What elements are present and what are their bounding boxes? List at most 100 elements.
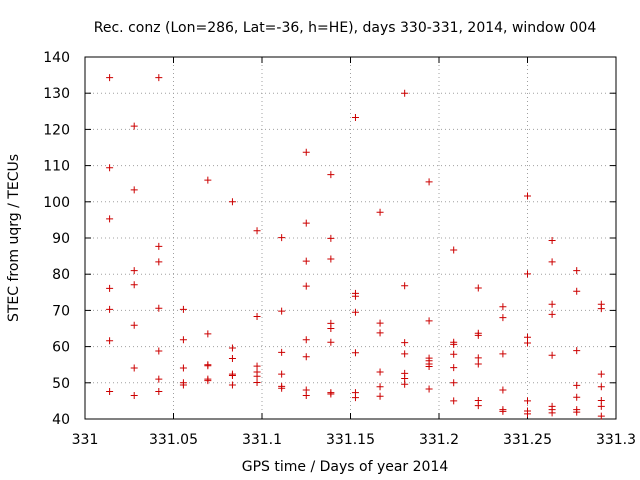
data-point [401,350,409,358]
data-point [425,385,433,393]
data-point [228,372,236,380]
data-point [302,148,310,156]
data-point [106,74,114,82]
data-point [179,364,187,372]
data-point [253,378,261,386]
data-point [450,397,458,405]
data-point [106,337,114,345]
data-point [548,300,556,308]
data-point [376,208,384,216]
data-point [278,348,286,356]
data-point [450,379,458,387]
data-point [155,375,163,383]
data-point [548,351,556,359]
data-point [204,362,212,370]
data-point [376,319,384,327]
data-point [327,171,335,179]
x-tick-label: 331.25 [503,432,552,448]
data-point [499,386,507,394]
data-point [351,394,359,402]
x-axis-tick-labels: 331 331.05 331.1 331.15 331.2 331.25 331.3 [72,432,636,448]
data-point [179,305,187,313]
data-point [228,381,236,389]
data-point [155,347,163,355]
chart-title: Rec. conz (Lon=286, Lat=-36, h=HE), days… [94,20,597,36]
y-tick-label: 130 [43,86,70,102]
y-tick-label: 110 [43,159,70,175]
data-point [327,390,335,398]
y-axis-label: STEC from uqrg / TECUs [6,154,22,322]
data-point [401,339,409,347]
x-tick-label: 331.2 [419,432,459,448]
y-tick-label: 40 [52,412,70,428]
x-tick-label: 331.15 [326,432,375,448]
data-point [548,237,556,245]
data-point [548,258,556,266]
data-point [179,381,187,389]
data-point [474,360,482,368]
data-point [253,313,261,321]
data-point [253,227,261,235]
y-tick-label: 70 [52,303,70,319]
data-point [228,355,236,363]
data-point [302,391,310,399]
data-point [327,255,335,263]
data-point [450,364,458,372]
data-point [524,397,531,405]
data-point [597,370,605,378]
data-point [106,164,114,172]
data-point [573,381,581,389]
data-point [573,267,581,275]
x-tick-label: 331.1 [242,432,282,448]
data-point [573,347,581,355]
data-point [106,305,114,313]
data-point [278,384,286,392]
data-point [499,303,507,311]
x-tick-label: 331.05 [149,432,198,448]
data-point [401,282,409,290]
data-point [155,74,163,82]
data-point [106,284,114,292]
data-point [327,338,335,346]
data-point [450,350,458,358]
axis-ticks [84,56,617,420]
data-point [573,287,581,295]
data-point [302,219,310,227]
data-point [302,353,310,361]
data-point [204,377,212,385]
data-point [155,258,163,266]
y-tick-label: 140 [43,50,70,66]
data-point [499,314,507,322]
data-point [253,372,261,380]
y-tick-label: 80 [52,267,70,283]
data-point [499,407,507,415]
x-axis-label: GPS time / Days of year 2014 [242,459,449,475]
data-point [351,349,359,357]
data-point [376,329,384,337]
data-point [401,89,409,97]
data-point [573,393,581,401]
data-point [327,325,335,332]
data-point [376,368,384,376]
y-tick-label: 50 [52,376,70,392]
data-point [204,330,212,338]
data-point [351,113,359,121]
y-tick-label: 100 [43,195,70,211]
data-point [401,380,409,388]
data-point [155,242,163,250]
data-point [302,257,310,265]
data-point [524,410,531,418]
data-point [278,234,286,242]
data-point [450,340,458,348]
data-point [130,321,138,329]
data-point [130,186,138,194]
y-axis-tick-labels: 40 50 60 70 80 90 100 110 120 130 140 [43,50,70,428]
data-point [524,192,531,200]
data-point [499,350,507,358]
data-point [351,308,359,316]
data-point [376,383,384,391]
data-point [302,336,310,344]
data-point [327,234,335,242]
data-point [130,122,138,130]
